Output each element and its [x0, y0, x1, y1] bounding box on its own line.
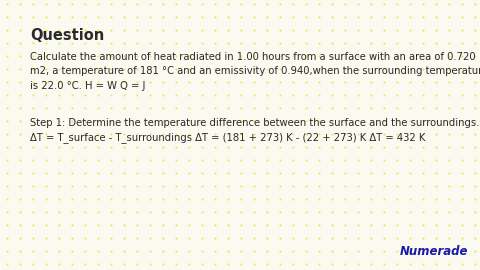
Text: Question: Question [30, 28, 104, 43]
Text: Calculate the amount of heat radiated in 1.00 hours from a surface with an area : Calculate the amount of heat radiated in… [30, 52, 480, 91]
Text: Numerade: Numerade [399, 245, 468, 258]
Text: Step 1: Determine the temperature difference between the surface and the surroun: Step 1: Determine the temperature differ… [30, 118, 480, 143]
